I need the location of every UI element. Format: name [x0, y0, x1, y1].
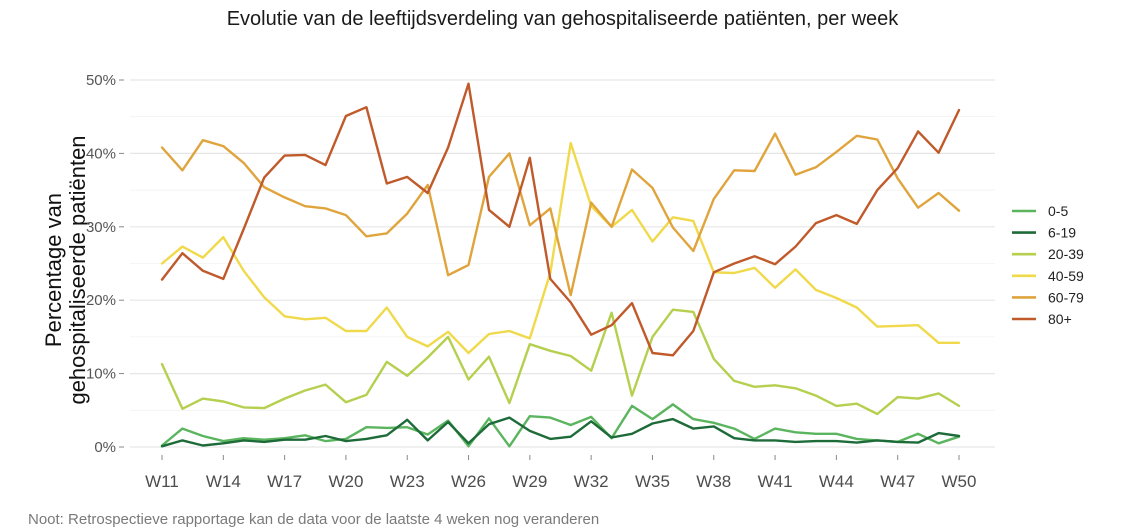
x-tick-label: W41: [758, 472, 793, 491]
series-line-0-5: [160, 403, 961, 448]
x-tick-label: W47: [880, 472, 915, 491]
chart-title: Evolutie van de leeftijdsverdeling van g…: [226, 8, 899, 30]
y-tick-label: 40%: [86, 145, 116, 162]
x-tick-label: W26: [451, 472, 486, 491]
y-tick-label: 50%: [86, 72, 116, 89]
x-tick-label: W32: [574, 472, 609, 491]
legend-label-20-39: 20-39: [1048, 246, 1084, 262]
x-tick-label: W38: [696, 472, 731, 491]
series-line-20-39: [160, 308, 961, 416]
x-tick-label: W35: [635, 472, 670, 491]
series-line-60-79: [160, 132, 961, 297]
x-tick-label: W20: [328, 472, 363, 491]
legend: 0-5 6-19 20-39 40-59 60-79 80+: [1012, 203, 1084, 327]
x-tick-layer: W11 W14 W17 W20 W23 W26 W29 W32 W35 W38 W41 W44 W47 W…: [145, 455, 976, 491]
y-tick-label: 10%: [86, 366, 116, 383]
x-tick-label: W23: [390, 472, 425, 491]
legend-label-60-79: 60-79: [1048, 289, 1084, 305]
y-tick-layer: 0% 10% 20% 30% 40% 50%: [86, 72, 124, 456]
x-tick-label: W29: [512, 472, 547, 491]
legend-label-40-59: 40-59: [1048, 268, 1084, 284]
series-line-40-59: [160, 141, 961, 355]
x-tick-label: W50: [942, 472, 977, 491]
y-tick-label: 20%: [86, 292, 116, 309]
x-tick-label: W14: [206, 472, 241, 491]
legend-label-0-5: 0-5: [1048, 203, 1068, 219]
x-tick-label: W44: [819, 472, 854, 491]
series-layer: [160, 82, 961, 448]
legend-label-6-19: 6-19: [1048, 225, 1076, 241]
legend-label-80+: 80+: [1048, 311, 1072, 327]
y-tick-label: 30%: [86, 219, 116, 236]
y-tick-label: 0%: [94, 439, 116, 456]
grid-layer: [130, 79, 995, 448]
series-line-6-19: [160, 416, 961, 448]
x-tick-label: W17: [267, 472, 302, 491]
footnote: Noot: Retrospectieve rapportage kan de d…: [28, 511, 600, 528]
series-line-80+: [160, 82, 961, 357]
x-tick-label: W11: [145, 472, 179, 491]
